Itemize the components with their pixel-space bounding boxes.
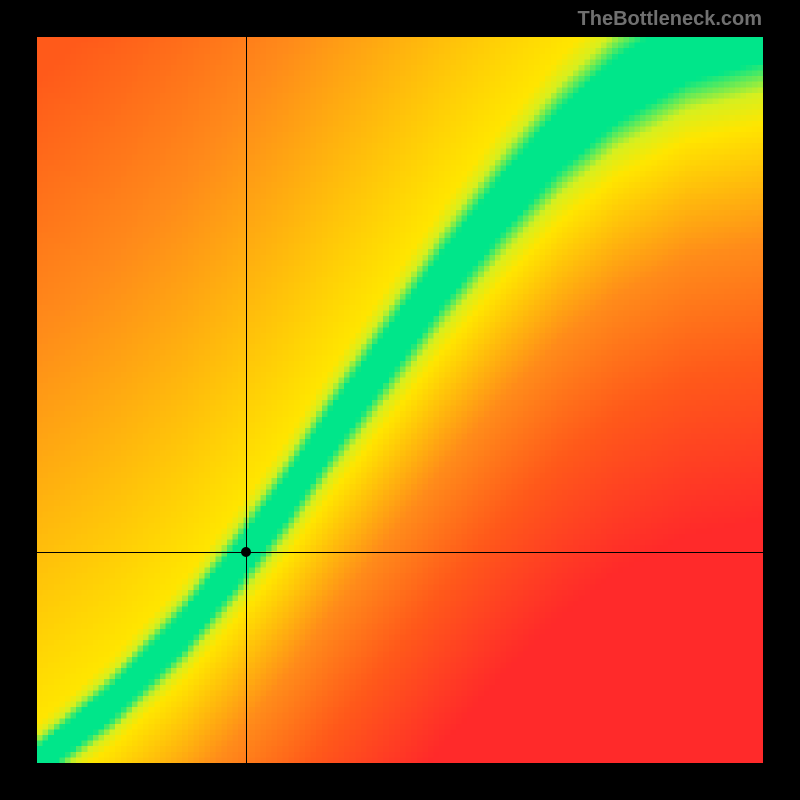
crosshair-vertical — [246, 37, 247, 763]
crosshair-horizontal — [37, 552, 763, 553]
heatmap-chart — [37, 37, 763, 763]
watermark-text: TheBottleneck.com — [578, 8, 762, 31]
crosshair-marker — [241, 547, 251, 557]
heatmap-canvas — [37, 37, 763, 763]
